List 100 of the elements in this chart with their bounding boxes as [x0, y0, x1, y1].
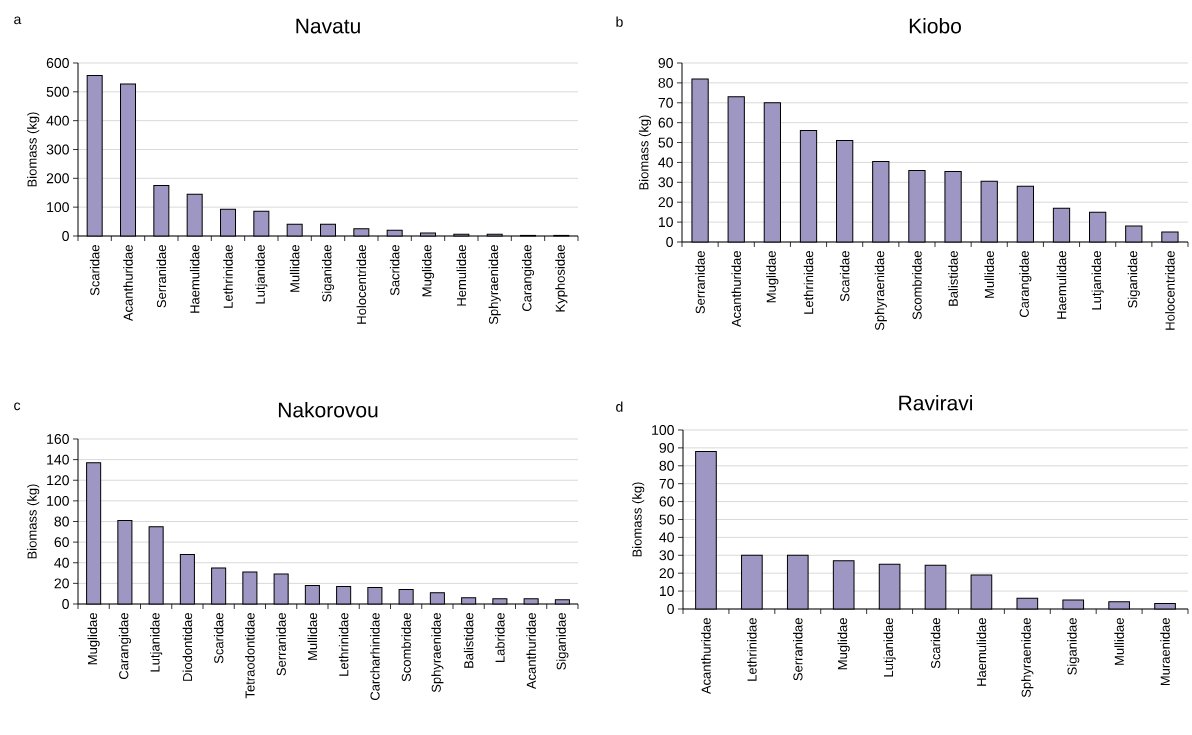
text: c [14, 402, 21, 411]
y-tick-label: 10 [659, 586, 674, 597]
x-tick-label: Muraenidae [1160, 618, 1170, 686]
y-tick-label: 80 [659, 460, 674, 471]
x-tick-label: Carangidae [521, 245, 535, 312]
y-tick-label: 200 [46, 173, 69, 184]
x-tick-label: Sphyraenidae [431, 613, 444, 693]
y-tick-label: 10 [658, 217, 673, 228]
y-tick-label: 160 [47, 434, 69, 444]
x-tick-label: Lutjanidae [883, 618, 896, 677]
y-tick-label: 500 [46, 86, 69, 97]
y-tick-label: 0 [666, 237, 673, 247]
x-tick-label: Lutjanidae [150, 613, 163, 672]
x-tick-label: Serranidae [276, 613, 286, 676]
x-tick-label: Muglidae [766, 251, 779, 303]
y-tick-label: 70 [659, 478, 674, 489]
x-tick-label: Carangidae [1019, 251, 1032, 318]
x-tick-label: Acanthuridae [123, 245, 133, 322]
x-tick-label: Holocentridae [1165, 251, 1175, 330]
y-tick-label: 60 [54, 537, 69, 548]
x-tick-label: Scombridae [401, 613, 411, 682]
y-axis-title: Biomass (kg) [27, 112, 40, 187]
text: d [616, 401, 623, 412]
chart-title: Raviravi [899, 395, 972, 411]
x-tick-label: Acanthuridae [701, 618, 711, 695]
x-tick-label: Hemulidae [456, 245, 467, 306]
x-tick-label: Mullidae [307, 613, 318, 660]
y-tick-label: 0 [667, 604, 674, 614]
x-tick-label: Haemulidae [976, 618, 987, 686]
x-tick-label: Lethrinidae [223, 245, 233, 308]
x-tick-label: Siganidae [1067, 618, 1080, 675]
y-tick-label: 90 [659, 442, 674, 453]
y-tick-label: 70 [658, 97, 673, 108]
y-tick-label: 40 [54, 557, 69, 568]
x-tick-label: Sphyraenidae [1021, 618, 1034, 698]
x-tick-label: Tetraodontidae [245, 613, 255, 699]
y-tick-label: 100 [47, 202, 69, 213]
y-tick-label: 30 [659, 550, 674, 561]
y-tick-label: 80 [658, 77, 673, 88]
y-axis-title: Biomass (kg) [632, 482, 645, 557]
y-tick-label: 140 [47, 454, 69, 465]
x-tick-label: Serranidae [156, 245, 167, 308]
x-tick-label: Scaridae [213, 613, 224, 664]
x-tick-label: Siganidae [1127, 251, 1140, 308]
chart-title: Nakorovou [278, 402, 378, 418]
y-tick-label: 100 [652, 425, 674, 435]
y-tick-label: 20 [658, 197, 673, 208]
y-tick-label: 0 [62, 599, 69, 609]
y-tick-label: 0 [62, 231, 69, 241]
x-tick-label: Kyphosidae [555, 245, 568, 312]
x-tick-label: Lutjanidae [1091, 251, 1104, 310]
x-tick-label: Haemulidae [189, 245, 200, 313]
y-tick-label: 40 [659, 532, 674, 543]
y-axis-title: Biomass (kg) [638, 115, 652, 190]
x-tick-label: Scaridae [930, 618, 941, 669]
x-tick-label: Acanthuridae [731, 251, 741, 328]
x-tick-label: Muglidae [87, 613, 100, 665]
x-tick-label: Scombridae [912, 251, 922, 320]
y-tick-label: 60 [659, 496, 674, 507]
y-tick-label: 50 [658, 137, 673, 148]
y-tick-label: 400 [46, 115, 69, 126]
y-tick-label: 50 [659, 514, 674, 525]
x-tick-label: Balistidae [948, 251, 958, 306]
x-tick-label: Carcharhinidae [370, 613, 380, 701]
x-tick-label: Mullidae [984, 251, 994, 298]
x-tick-label: Scaridae [839, 251, 850, 302]
chart-title: Kiobo [909, 18, 961, 34]
x-tick-label: Labridae [495, 613, 505, 663]
x-tick-label: Haemulidae [1056, 251, 1067, 319]
x-tick-label: Lethrinidae [338, 613, 349, 676]
y-tick-label: 30 [658, 177, 673, 188]
x-tick-label: Siganidae [321, 245, 335, 302]
x-tick-label: Muglidae [421, 245, 435, 297]
x-tick-label: Balistidae [463, 613, 474, 668]
chart-title: Navatu [296, 18, 360, 34]
y-tick-label: 100 [47, 495, 69, 506]
x-tick-label: Scaridae [89, 245, 100, 296]
y-tick-label: 120 [47, 475, 69, 486]
y-tick-label: 90 [658, 58, 673, 68]
x-tick-label: Mullidae [1114, 618, 1124, 665]
x-tick-label: Diodontidae [182, 613, 193, 681]
y-tick-label: 300 [46, 144, 69, 155]
y-axis-title: Biomass (kg) [27, 484, 40, 559]
x-tick-label: Lethrinidae [803, 251, 814, 314]
x-tick-label: Siganidae [556, 613, 569, 670]
y-tick-label: 20 [659, 568, 674, 579]
y-tick-label: 600 [46, 58, 69, 68]
x-tick-label: Lutjanidae [255, 245, 268, 304]
text: b [616, 16, 623, 27]
x-tick-label: Serranidae [793, 618, 803, 681]
x-tick-label: Serranidae [695, 251, 705, 314]
x-tick-label: Acanthuridae [526, 613, 536, 690]
text: a [14, 16, 22, 25]
x-tick-label: Mullidae [289, 245, 300, 292]
x-tick-label: Carangidae [118, 613, 131, 680]
x-tick-label: Lethrinidae [747, 618, 757, 681]
y-tick-label: 40 [658, 157, 673, 168]
x-tick-label: Muglidae [837, 618, 850, 670]
x-tick-label: Holocentridae [356, 245, 367, 324]
y-tick-label: 60 [658, 117, 673, 128]
